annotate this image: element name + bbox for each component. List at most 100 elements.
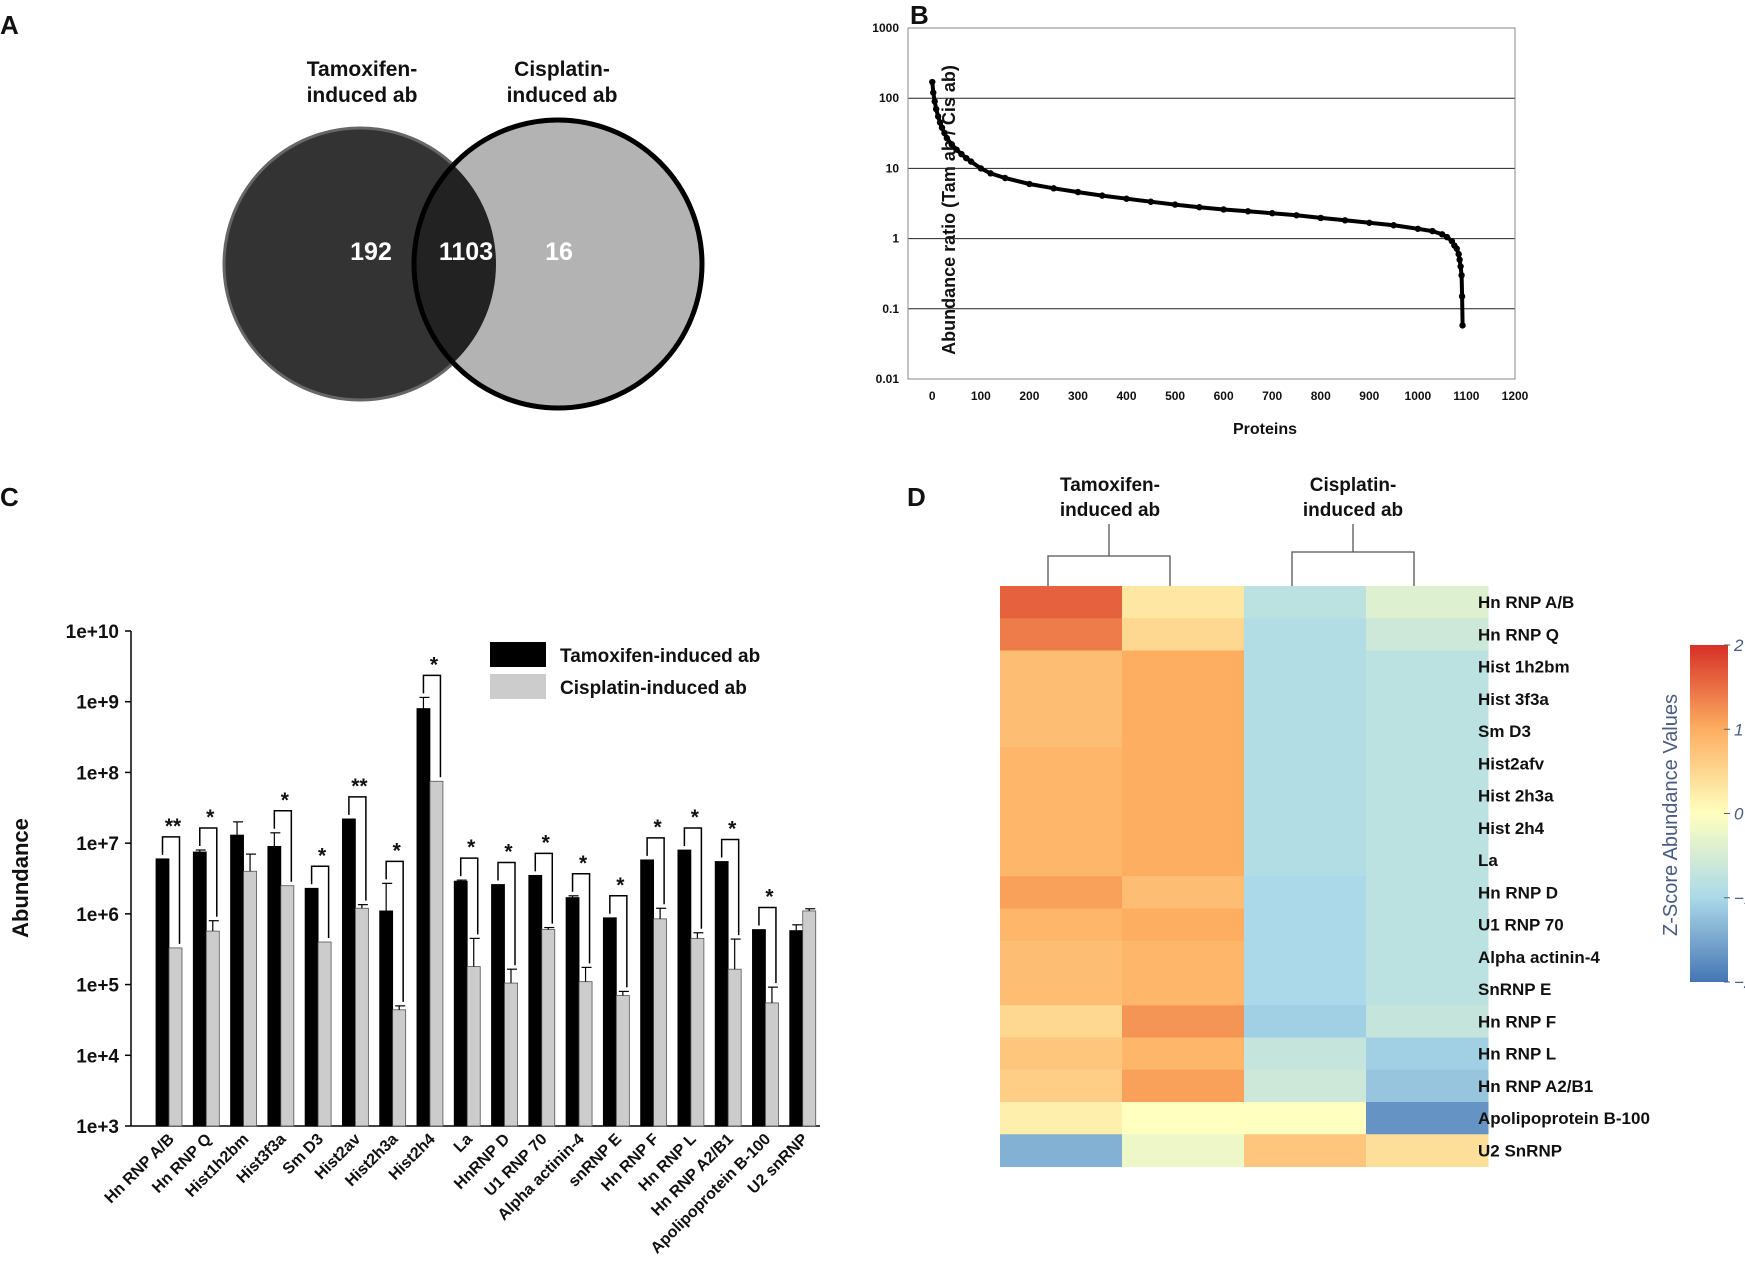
bar-tamoxifen [453,880,468,1127]
ratio-data-point [943,134,951,142]
bar-ytick-label: 1e+3 [76,1117,119,1138]
significance-bracket [646,837,665,905]
significance-marker: * [281,789,290,812]
significance-bracket [348,796,367,901]
colorbar-tick-label: −2 [1734,973,1745,992]
significance-bracket [497,861,516,966]
dendrogram-cisplatin [1291,524,1415,586]
ratio-xtick-label: 300 [1068,389,1088,403]
venn-diagram: Tamoxifen- induced ab Cisplatin- induced… [222,58,705,411]
ratio-data-point [1293,212,1300,219]
significance-marker: ** [351,775,368,798]
venn-circle-cisplatin [414,120,702,408]
bar-tamoxifen [714,861,729,1127]
heatmap-row-label: Apolipoprotein B-100 [1478,1109,1650,1128]
colorbar-title: Z-Score Abundance Values [1660,694,1682,936]
heatmap-cell [1244,682,1367,716]
bar-cisplatin [205,930,220,1127]
ratio-data-point [1074,188,1082,196]
heatmap-cell [1244,650,1367,684]
ratio-xtick-label: 1000 [1405,389,1432,403]
heatmap-row-label: Hist 1h2bm [1478,658,1570,677]
ratio-data-point [1001,174,1009,182]
heatmap-cell [1122,1134,1245,1167]
bar-cisplatin [541,929,556,1127]
significance-bracket [683,827,703,929]
heatmap-cell [1122,1069,1245,1103]
heatmap-row-label: Hn RNP Q [1478,625,1559,644]
heatmap-cell [1122,715,1245,748]
ratio-data-point [1453,245,1460,252]
ratio-ytick-label: 1 [892,232,899,246]
heatmap-cell [1366,1134,1489,1167]
heatmap-cell [1244,747,1367,780]
heatmap-row-label: Hn RNP F [1478,1012,1556,1031]
heatmap-cell [1000,973,1123,1006]
bar-tamoxifen [602,917,617,1127]
significance-marker: * [654,816,663,839]
bar-tamoxifen [677,849,692,1127]
ratio-data-point [1414,225,1422,232]
heatmap-cell [1366,618,1489,651]
heatmap-group-tamoxifen-1: Tamoxifen- [1060,475,1160,496]
heatmap-cell [1366,715,1489,748]
bar-tamoxifen [192,851,207,1127]
significance-bracket [534,852,554,924]
bar-tamoxifen [789,930,804,1127]
heatmap-cell [1000,940,1123,974]
bar-cisplatin [504,982,518,1127]
bar-tamoxifen [230,834,244,1127]
heatmap-cell [1000,876,1123,909]
bar-category-label: La [451,1131,476,1156]
significance-marker: * [728,818,737,841]
heatmap-cell [1366,650,1489,684]
heatmap-cell [1366,876,1489,909]
ratio-data-point [1341,217,1349,224]
ratio-data-point [1443,233,1451,241]
heatmap-cell [1366,940,1489,974]
significance-marker: * [206,806,215,829]
heatmap-cell [1000,1102,1123,1135]
heatmap-cell [1244,1069,1367,1103]
heatmap-cell [1000,1069,1123,1103]
significance-bracket [571,873,591,964]
heatmap-cell [1366,1037,1489,1071]
heatmap-cell [1244,586,1367,619]
ratio-xtick-label: 0 [929,389,936,403]
heatmap-row-label: Hist2afv [1478,754,1545,773]
panel-label-d: D [907,482,926,512]
legend-label-cisplatin: Cisplatin-induced ab [560,678,747,699]
ratio-data-point [1050,185,1057,192]
ratio-xtick-label: 700 [1262,389,1282,403]
colorbar-tick-label: 0 [1734,805,1744,824]
bar-tamoxifen [341,818,356,1127]
significance-marker: * [393,839,402,862]
venn-count-tamoxifen-only: 192 [350,238,392,266]
bar-tamoxifen [565,897,580,1127]
bar-cisplatin [578,981,593,1127]
heatmap-cell [1000,1037,1123,1071]
significance-marker: ** [165,815,182,838]
venn-left-title-2: induced ab [307,84,418,107]
heatmap-cell [1122,844,1245,877]
heatmap-cell [1000,618,1123,651]
heatmap-cell [1122,650,1245,684]
heatmap-cell [1122,779,1245,813]
bar-ytick-label: 1e+10 [66,622,119,643]
heatmap-cell [1000,844,1123,877]
ratio-xtick-label: 600 [1214,389,1234,403]
heatmap-cell [1366,844,1489,877]
bar-cisplatin [354,907,369,1127]
heatmap-cell [1244,844,1367,877]
ratio-data-point [1244,208,1252,215]
ratio-data-point [1458,293,1466,300]
significance-marker: * [579,852,588,875]
bar-tamoxifen [491,884,505,1127]
heatmap-cell [1000,682,1123,716]
significance-bracket [422,674,442,778]
bar-ytick-label: 1e+6 [76,905,119,926]
ratio-data-point [953,146,960,153]
heatmap-cell [1366,779,1489,813]
bar-cisplatin [727,968,742,1127]
bar-cisplatin [765,1002,779,1127]
